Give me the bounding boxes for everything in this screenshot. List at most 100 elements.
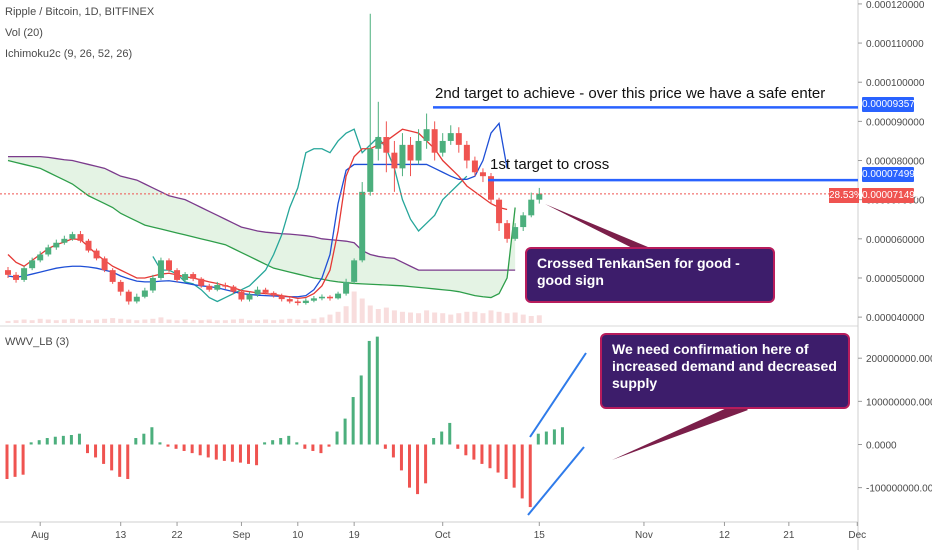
target2-price-tag: 0.000093570 xyxy=(862,97,921,112)
volume-bar xyxy=(520,314,526,323)
candle-body xyxy=(399,144,406,169)
wwv-bar xyxy=(351,397,355,445)
volume-bar xyxy=(166,319,172,323)
wwv-bar xyxy=(424,444,428,484)
candle-body xyxy=(536,193,543,200)
time-tick-label: Oct xyxy=(435,530,451,541)
candle-body xyxy=(222,285,229,287)
volume-bar xyxy=(69,318,75,323)
chikou-span-line xyxy=(152,128,468,303)
wwv-bar xyxy=(182,444,186,451)
candle-body xyxy=(327,296,333,299)
candle-body xyxy=(93,250,100,259)
time-tick-label: Dec xyxy=(848,530,866,541)
volume-bars xyxy=(5,291,542,323)
wwv-bar xyxy=(311,444,315,451)
indicator-tick-label: 0.0000 xyxy=(866,440,897,451)
volume-bar xyxy=(287,318,293,323)
candle-body xyxy=(141,290,148,297)
ichimoku-cloud xyxy=(7,155,516,299)
wwv-bar xyxy=(166,444,170,447)
candle-body xyxy=(61,238,68,243)
candle-body xyxy=(246,294,253,300)
candle-body xyxy=(463,144,470,161)
indicator-tick-label: 100000000.0000 xyxy=(866,397,932,408)
indicator-tick-label: -100000000.0000 xyxy=(866,484,932,495)
wwv-bar xyxy=(383,444,387,449)
candle-body xyxy=(447,133,454,141)
wwv-bar xyxy=(279,438,283,445)
candle-body xyxy=(383,137,390,153)
volume-bar xyxy=(416,313,422,323)
wwv-bar xyxy=(222,444,226,461)
volume-bar xyxy=(359,298,365,323)
price-tick-label: 0.000120000 xyxy=(866,0,925,11)
volume-bar xyxy=(214,320,220,323)
wwv-bar xyxy=(375,336,379,445)
candle-body xyxy=(343,281,350,294)
volume-bar xyxy=(247,320,252,323)
volume-bar xyxy=(456,313,462,323)
wwv-bar xyxy=(37,440,41,445)
wwv-bar xyxy=(263,442,267,445)
price-tick-label: 0.000100000 xyxy=(866,78,925,89)
candle-body xyxy=(37,254,44,261)
volume-bar xyxy=(102,318,108,323)
volume-bar xyxy=(424,310,430,323)
candle-body xyxy=(310,298,317,301)
volume-bar xyxy=(279,319,285,323)
wwv-bar xyxy=(399,444,403,471)
volume-bar xyxy=(142,319,148,323)
volume-bar xyxy=(126,319,132,323)
volume-bar xyxy=(206,319,212,323)
tenkan-annotation-box: Crossed TenkanSen for good - good sign xyxy=(525,247,775,303)
candle-body xyxy=(391,152,398,169)
price-tick-label: 0.000040000 xyxy=(866,313,925,324)
volume-bar xyxy=(504,313,510,323)
wwv-bar xyxy=(21,444,25,475)
volume-bar xyxy=(375,309,381,323)
volume-bar xyxy=(303,320,309,323)
wwv-bar xyxy=(214,444,218,460)
wwv-bar xyxy=(335,431,339,445)
volume-bar xyxy=(408,312,413,323)
candle-body xyxy=(278,295,285,300)
volume-bar xyxy=(496,311,502,323)
candle-body xyxy=(190,274,197,279)
candle-body xyxy=(5,270,11,275)
price-tick-label: 0.000050000 xyxy=(866,274,925,285)
volume-bar xyxy=(13,320,19,323)
wwv-bar xyxy=(295,442,299,445)
wwv-bar xyxy=(440,431,444,445)
time-tick-label: 10 xyxy=(292,530,304,541)
wwv-bar xyxy=(29,442,33,445)
wwv-bar xyxy=(190,444,194,454)
wwv-bar xyxy=(319,444,323,454)
senkou-span-b-line xyxy=(8,155,516,271)
wwv-bar xyxy=(110,444,114,471)
wwv-bar xyxy=(53,436,57,445)
volume-bar xyxy=(367,305,373,323)
wwv-bar xyxy=(472,444,476,460)
wwv-bar xyxy=(496,444,500,473)
candle-body xyxy=(512,227,519,239)
volume-bar xyxy=(448,314,454,323)
volume-bar xyxy=(134,320,140,323)
volume-bar xyxy=(158,317,164,323)
time-tick-label: Sep xyxy=(233,530,251,541)
candle-body xyxy=(198,278,205,286)
candle-body xyxy=(149,277,156,291)
target1-price-tag: 0.000074990 xyxy=(862,167,921,182)
volume-bar xyxy=(45,319,51,323)
candle-body xyxy=(455,133,462,145)
candlesticks xyxy=(5,13,543,306)
volume-bar xyxy=(536,315,542,323)
trend-line-upper xyxy=(529,352,587,438)
target2-label: 2nd target to achieve - over this price … xyxy=(435,85,826,102)
volume-bar xyxy=(311,318,317,323)
wwv-bar xyxy=(552,429,556,445)
wwv-bar xyxy=(247,444,250,464)
candle-body xyxy=(359,191,366,261)
candle-body xyxy=(230,286,237,292)
volume-bar xyxy=(190,320,196,323)
